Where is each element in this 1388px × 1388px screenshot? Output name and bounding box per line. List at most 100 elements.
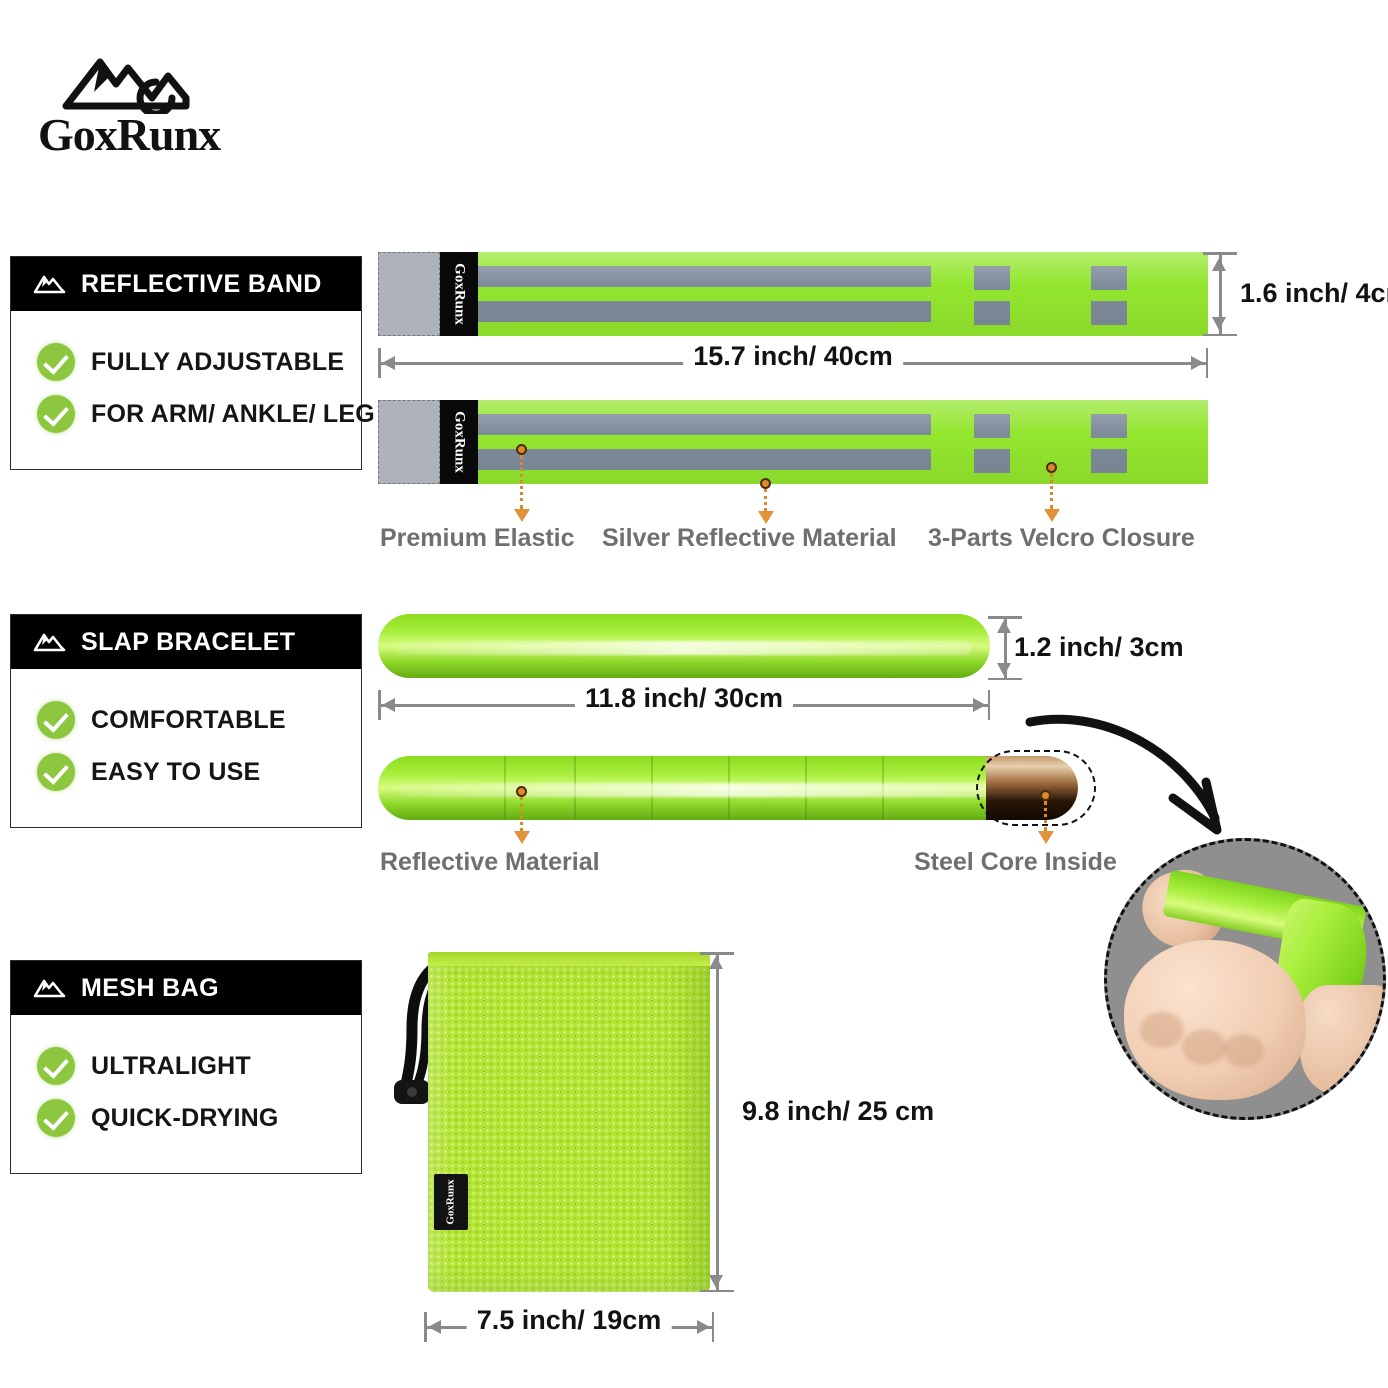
velcro-patch xyxy=(1091,266,1128,290)
callout-arrow-icon xyxy=(514,831,530,844)
bag-height-dimension-line xyxy=(700,952,734,1292)
bag-width-label: 7.5 inch/ 19cm xyxy=(466,1305,672,1336)
velcro-tab xyxy=(378,400,440,484)
callout-label: Reflective Material xyxy=(380,848,600,876)
mountain-logo-icon xyxy=(33,633,66,652)
check-icon xyxy=(37,753,75,791)
mountain-logo-icon xyxy=(33,979,66,998)
feature-item: COMFORTABLE xyxy=(37,701,361,739)
callout-label: 3-Parts Velcro Closure xyxy=(928,524,1195,552)
wrist-demo-photo xyxy=(1104,838,1386,1120)
callout-arrow-icon xyxy=(1044,509,1060,522)
callout-stem xyxy=(520,455,523,509)
band-width-dimension-line xyxy=(1203,252,1237,336)
reflective-stripe xyxy=(478,449,931,470)
callout-stem xyxy=(1050,473,1053,509)
check-icon xyxy=(37,1099,75,1137)
brand-name: GoxRunx xyxy=(38,109,221,160)
band-strip xyxy=(478,252,1208,336)
feature-label: ULTRALIGHT xyxy=(91,1051,251,1080)
card-title: REFLECTIVE BAND xyxy=(81,269,322,298)
mountain-logo-icon xyxy=(62,58,190,114)
check-icon xyxy=(37,701,75,739)
card-title: SLAP BRACELET xyxy=(81,627,296,656)
slap-bracelet-image-annotated xyxy=(378,756,1078,820)
band-length-label: 15.7 inch/ 40cm xyxy=(683,341,903,372)
bag-height-label: 9.8 inch/ 25 cm xyxy=(742,1096,935,1126)
brand-tag: GoxRunx xyxy=(440,400,478,484)
slap-width-label: 1.2 inch/ 3cm xyxy=(1014,632,1184,662)
slap-width-dimension-line xyxy=(988,616,1022,680)
brand-tag-text: GoxRunx xyxy=(445,1179,457,1225)
card-mesh-bag: MESH BAG ULTRALIGHT QUICK-DRYING xyxy=(10,960,362,1174)
reflective-stripe xyxy=(478,414,931,435)
fist xyxy=(1123,940,1306,1101)
check-icon xyxy=(37,395,75,433)
feature-label: QUICK-DRYING xyxy=(91,1103,279,1132)
feature-item: ULTRALIGHT xyxy=(37,1047,361,1085)
check-icon xyxy=(37,343,75,381)
slap-length-dimension-line: 11.8 inch/ 30cm xyxy=(378,683,990,720)
slap-length-label: 11.8 inch/ 30cm xyxy=(574,683,794,714)
gloss-overlay xyxy=(396,640,972,655)
card-body: FULLY ADJUSTABLE FOR ARM/ ANKLE/ LEG xyxy=(11,311,375,469)
velcro-patch xyxy=(974,449,1011,473)
photo-background xyxy=(1107,841,1383,1117)
brand-tag-text: GoxRunx xyxy=(451,411,468,473)
bag-hem xyxy=(428,952,710,966)
callout-arrow-icon xyxy=(514,509,530,522)
card-title: MESH BAG xyxy=(81,973,219,1002)
callout-dot xyxy=(516,444,527,455)
feature-label: FOR ARM/ ANKLE/ LEG xyxy=(91,399,375,428)
feature-item: FULLY ADJUSTABLE xyxy=(37,343,361,381)
card-body: COMFORTABLE EASY TO USE xyxy=(11,669,361,827)
callout-stem xyxy=(1044,801,1047,831)
callout-label: Steel Core Inside xyxy=(914,848,1117,876)
reflective-stripe xyxy=(478,266,931,287)
knuckle xyxy=(1181,1028,1226,1065)
callout-stem xyxy=(520,797,523,831)
feature-item: FOR ARM/ ANKLE/ LEG xyxy=(37,395,375,433)
callout-arrow-icon xyxy=(1038,831,1054,844)
bag-width-dimension-line: 7.5 inch/ 19cm xyxy=(424,1305,714,1342)
feature-item: EASY TO USE xyxy=(37,753,361,791)
knuckle xyxy=(1222,1034,1265,1068)
feature-label: FULLY ADJUSTABLE xyxy=(91,347,345,376)
callout-label: Premium Elastic xyxy=(380,524,575,552)
callout-stem xyxy=(764,489,767,511)
feature-label: EASY TO USE xyxy=(91,757,261,786)
reflective-stripe xyxy=(478,301,931,322)
velcro-patch xyxy=(1091,449,1128,473)
reflective-band-image-top: GoxRunx xyxy=(378,252,1208,336)
callout-dot xyxy=(1040,790,1051,801)
steel-core-highlight-outline xyxy=(976,750,1096,826)
gloss-overlay xyxy=(399,782,1057,797)
callout-dot xyxy=(760,478,771,489)
mountain-logo-icon xyxy=(33,275,66,294)
reflective-band-image-annotated: GoxRunx xyxy=(378,400,1208,484)
card-slap-bracelet: SLAP BRACELET COMFORTABLE EASY TO USE xyxy=(10,614,362,828)
brand-tag-text: GoxRunx xyxy=(451,263,468,325)
band-width-label: 1.6 inch/ 4cm xyxy=(1240,278,1388,308)
wrist xyxy=(1300,984,1383,1095)
check-icon xyxy=(37,1047,75,1085)
velcro-patch xyxy=(1091,414,1128,438)
callout-label: Silver Reflective Material xyxy=(602,524,897,552)
card-header-reflective-band: REFLECTIVE BAND xyxy=(11,257,361,311)
velcro-patch xyxy=(974,414,1011,438)
callout-dot xyxy=(1046,462,1057,473)
velcro-patch xyxy=(974,266,1011,290)
card-reflective-band: REFLECTIVE BAND FULLY ADJUSTABLE FOR ARM… xyxy=(10,256,375,470)
curved-arrow-icon xyxy=(1025,714,1222,835)
brand-tag: GoxRunx xyxy=(440,252,478,336)
callout-arrow-icon xyxy=(758,511,774,524)
velcro-patch xyxy=(974,301,1011,325)
knuckle xyxy=(1140,1012,1185,1048)
callout-dot xyxy=(516,786,527,797)
band-length-dimension-line: 15.7 inch/ 40cm xyxy=(378,341,1208,378)
velcro-patch xyxy=(1091,301,1128,325)
brand-tag: GoxRunx xyxy=(434,1174,468,1230)
velcro-tab xyxy=(378,252,440,336)
mesh-bag-image: GoxRunx xyxy=(428,952,710,1292)
feature-item: QUICK-DRYING xyxy=(37,1099,361,1137)
